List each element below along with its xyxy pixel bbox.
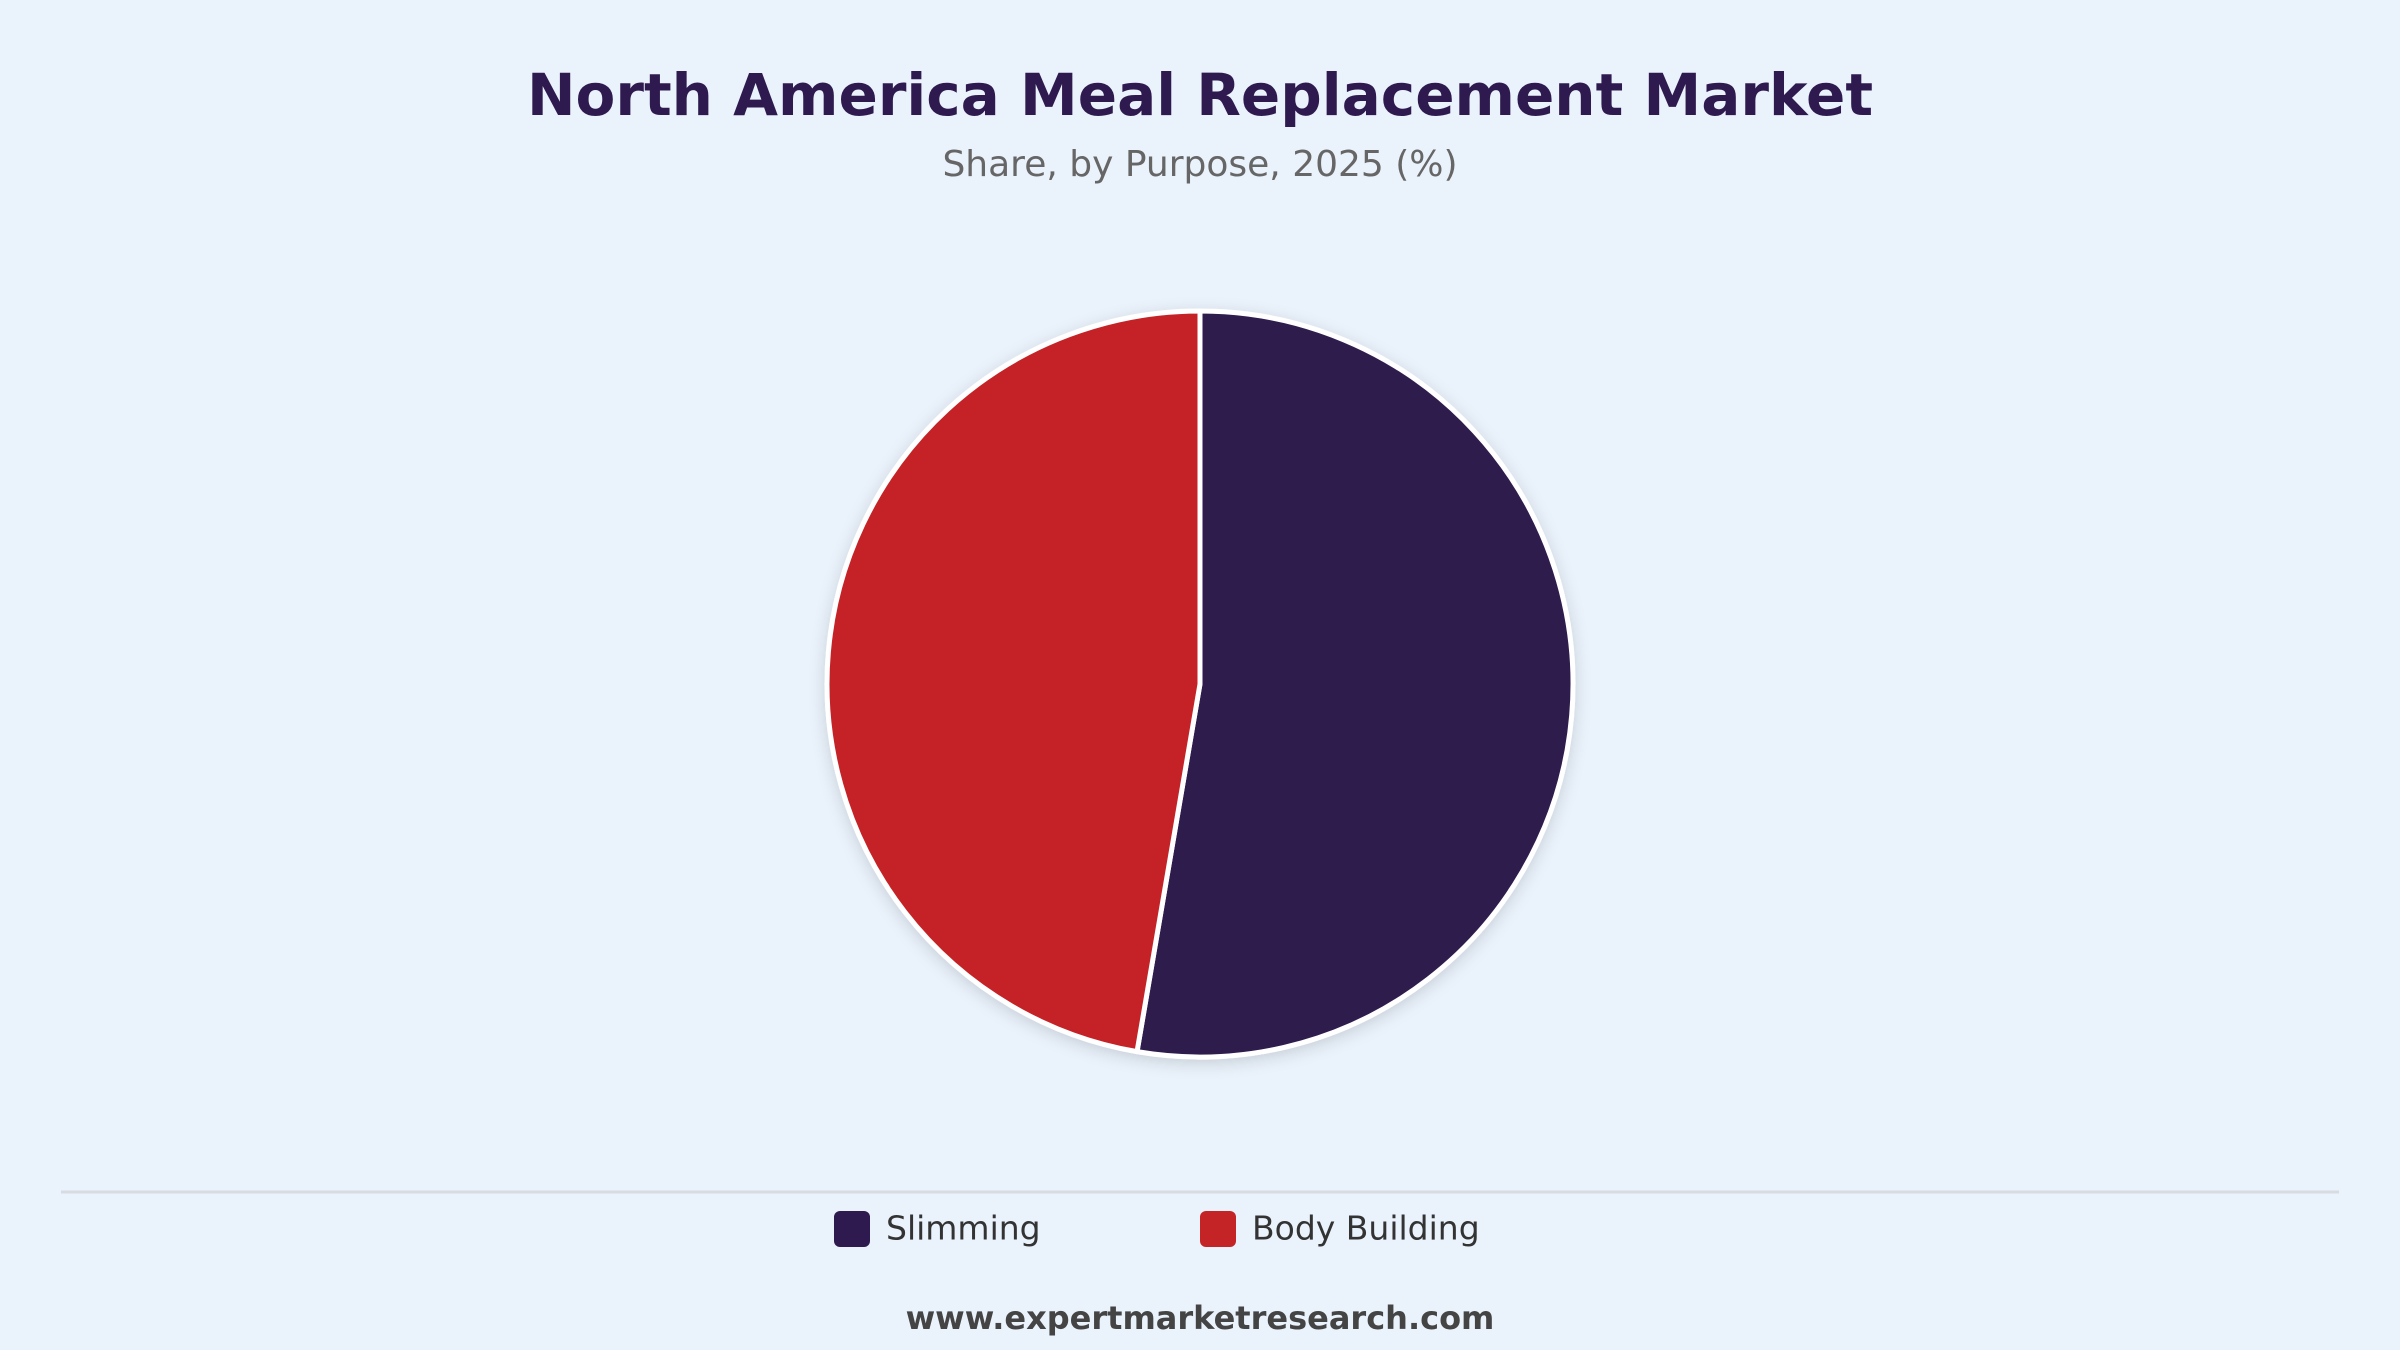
source: www.expertmarketresearch.com <box>906 1299 1495 1337</box>
legend-label: Body Building <box>1252 1209 1480 1248</box>
legend-label: Slimming <box>886 1209 1041 1248</box>
legend-swatch <box>1200 1211 1236 1247</box>
chart-title: North America Meal Replacement Market <box>527 61 1873 129</box>
pie-slice <box>1134 308 1576 1060</box>
legend: Slimming Body Building <box>834 1209 1480 1248</box>
pie <box>824 308 1576 1060</box>
legend-swatch <box>834 1211 870 1247</box>
chart-subtitle: Share, by Purpose, 2025 (%) <box>942 144 1457 185</box>
pie-slice <box>824 308 1203 1055</box>
